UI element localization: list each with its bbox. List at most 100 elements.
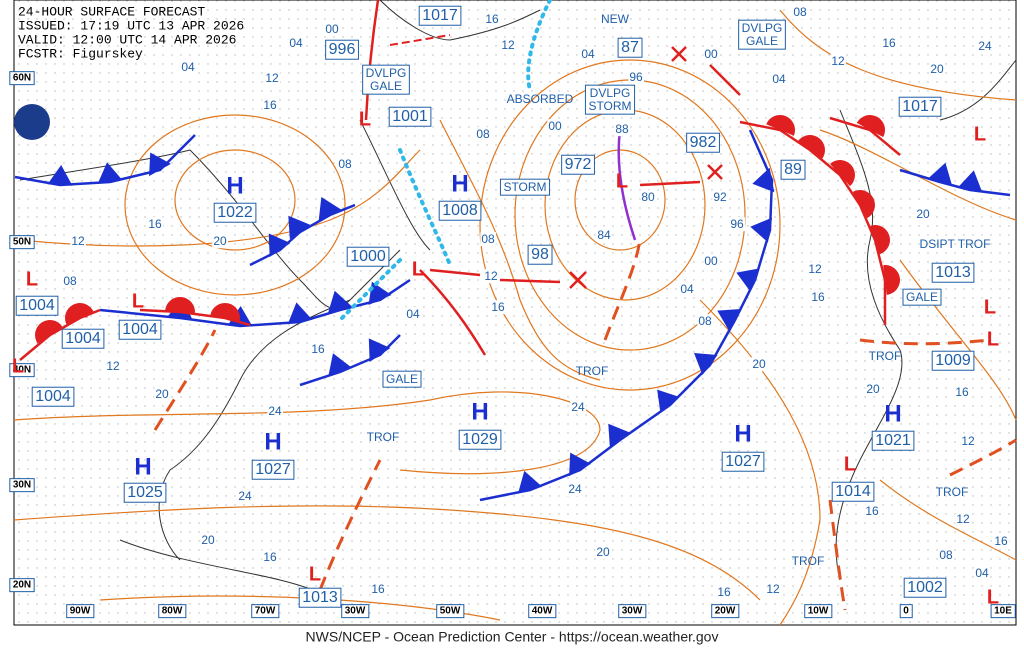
warm-front xyxy=(19,303,101,361)
cold-front xyxy=(14,134,196,187)
isobar-label: 24 xyxy=(268,404,282,418)
low-center: L xyxy=(974,123,986,145)
isobar-label-bg xyxy=(154,387,170,402)
center-pressure-box xyxy=(213,202,257,223)
pressure-value: 89 xyxy=(784,161,802,178)
lon-label: 10W xyxy=(808,606,829,617)
isobar-label-bg xyxy=(792,5,808,20)
isobar-label: 16 xyxy=(994,534,1008,548)
isobar-label-bg xyxy=(262,550,278,565)
lat-label: 50N xyxy=(13,237,31,248)
lon-label: 20W xyxy=(715,606,736,617)
isobar-label: 16 xyxy=(371,582,385,596)
isobar-label-bg xyxy=(180,60,196,75)
isobar-label-bg xyxy=(915,207,931,222)
isobar-label-bg xyxy=(337,157,353,172)
low-center: L xyxy=(76,300,88,322)
noaa-logo xyxy=(14,104,50,140)
isobar-label-bg xyxy=(974,566,990,581)
center-pressure: 1000 xyxy=(350,248,386,265)
lon-label-box xyxy=(618,604,647,619)
isobar-label-bg xyxy=(881,36,897,51)
isobar-label-bg xyxy=(960,434,976,449)
pressure-value-box xyxy=(527,244,553,265)
isobar-label-bg xyxy=(405,307,421,322)
high-center: H xyxy=(884,400,901,427)
isobar-label: 00 xyxy=(325,22,339,36)
isobar-label: 12 xyxy=(265,71,279,85)
isobar-label-bg xyxy=(807,262,823,277)
pressure-value-box xyxy=(686,132,720,153)
isobar-label: 80 xyxy=(641,190,655,204)
high-center: H xyxy=(226,172,243,199)
isobar-label-bg xyxy=(62,274,78,289)
isobar-label: 20 xyxy=(201,533,215,547)
center-pressure: 1027 xyxy=(725,453,761,470)
center-pressure: 1022 xyxy=(217,204,253,221)
low-center: L xyxy=(132,290,144,312)
map-label: TROF xyxy=(936,485,969,499)
isobar-label: 12 xyxy=(961,434,975,448)
isobar-label: 96 xyxy=(730,217,744,231)
isobar-label-bg xyxy=(830,54,846,69)
pressure-value: 87 xyxy=(621,39,639,56)
isobar-label: 16 xyxy=(491,300,505,314)
lon-label: 40W xyxy=(532,606,553,617)
isobar-label: 20 xyxy=(752,357,766,371)
low-center: L xyxy=(984,296,996,318)
isobar-label-bg xyxy=(237,489,253,504)
isobar-label-bg xyxy=(212,234,228,249)
lon-label-box xyxy=(899,604,913,619)
isobar-label-bg xyxy=(264,71,280,86)
warm-front xyxy=(139,297,251,327)
map-label: TROF xyxy=(792,554,825,568)
map-label: DSIPT TROF xyxy=(920,237,991,251)
lon-label-box xyxy=(341,604,370,619)
isobar-label-bg xyxy=(570,400,586,415)
isobar-label-bg xyxy=(865,382,881,397)
lon-label-box xyxy=(990,604,1016,619)
lon-label: 50W xyxy=(440,606,461,617)
isobar-label-bg xyxy=(614,122,630,137)
isobar-label-bg xyxy=(955,512,971,527)
header-line: FCSTR: Figurskey xyxy=(18,46,143,61)
isobar-label: 04 xyxy=(581,47,595,61)
lon-label-box xyxy=(804,604,833,619)
isobar-label: 96 xyxy=(629,70,643,84)
pressure-value-box xyxy=(617,37,643,58)
center-pressure-box xyxy=(831,481,875,502)
isobar-label: 12 xyxy=(956,512,970,526)
center-pressure: 1008 xyxy=(442,202,478,219)
forecast-tracks xyxy=(429,46,741,289)
center-pressure: 1013 xyxy=(302,589,338,606)
isobar-label-bg xyxy=(703,254,719,269)
isobar-label-bg xyxy=(596,228,612,243)
isobar-label: 04 xyxy=(772,72,786,86)
isobar-label: 12 xyxy=(501,38,515,52)
lon-label: 30W xyxy=(345,606,366,617)
cold-front xyxy=(299,334,401,387)
center-pressure: 1017 xyxy=(902,98,938,115)
isobar-label-bg xyxy=(771,72,787,87)
isobar-label-bg xyxy=(475,127,491,142)
isobar-label-bg xyxy=(595,545,611,560)
lon-label-box xyxy=(66,604,95,619)
map-label: TROF xyxy=(869,349,902,363)
isobar-label: 00 xyxy=(704,254,718,268)
warm-front xyxy=(364,0,380,121)
isobar-label-bg xyxy=(716,585,732,600)
isobar-label-bg xyxy=(679,282,695,297)
lat-label-box xyxy=(9,71,35,86)
center-pressure-box xyxy=(561,154,595,175)
isobar-label-bg xyxy=(697,314,713,329)
stationary-front xyxy=(389,34,451,46)
isobar-label: 08 xyxy=(481,232,495,246)
lat-label: 40N xyxy=(13,365,31,376)
isobar-label: 08 xyxy=(698,314,712,328)
isobar-label: 16 xyxy=(263,98,277,112)
center-pressure: 1014 xyxy=(835,483,871,500)
pressure-value: 1017 xyxy=(422,7,458,24)
lon-label-box xyxy=(528,604,557,619)
isobar-label-bg xyxy=(105,359,121,374)
